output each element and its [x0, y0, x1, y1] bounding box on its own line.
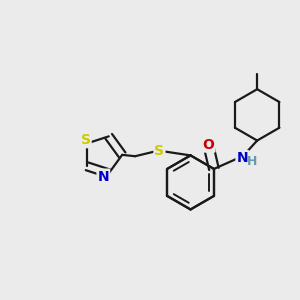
Text: N: N: [236, 151, 248, 165]
Text: S: S: [81, 133, 91, 147]
Text: O: O: [202, 138, 214, 152]
Text: S: S: [154, 144, 164, 158]
Text: N: N: [98, 169, 109, 184]
Text: H: H: [247, 155, 257, 168]
